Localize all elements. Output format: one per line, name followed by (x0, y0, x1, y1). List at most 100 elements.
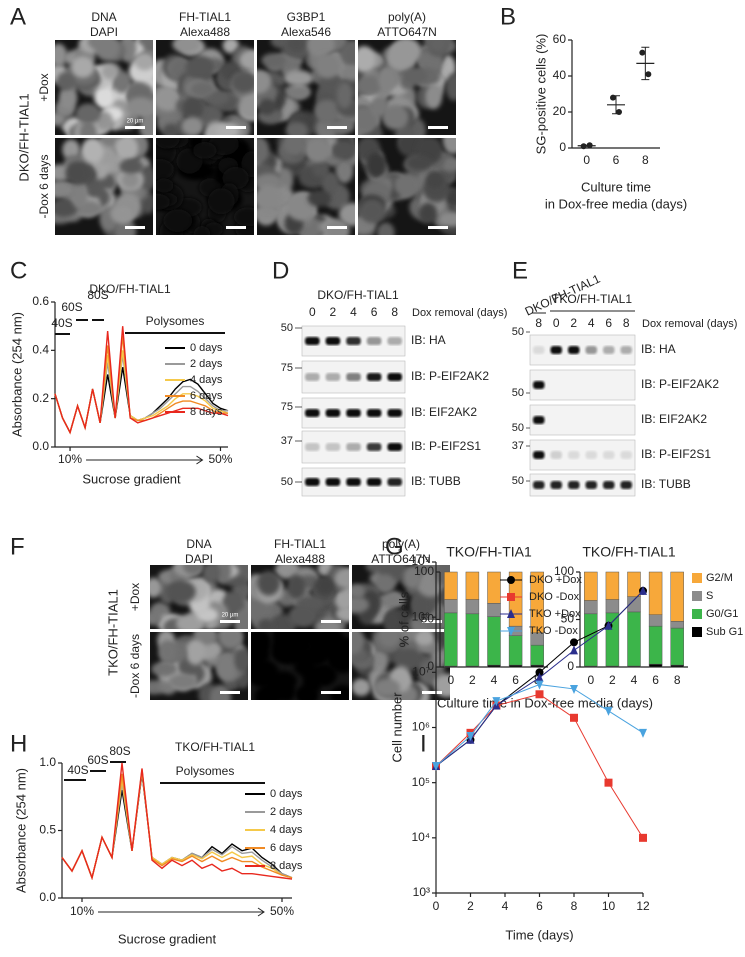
point (639, 585, 647, 595)
legend-marker (507, 576, 515, 584)
scale-bar-label: 20 µm (127, 119, 144, 125)
column-label: Alexa488 (275, 552, 325, 566)
cell (257, 185, 283, 212)
cell (283, 70, 314, 87)
scale-bar (220, 691, 240, 694)
cell (415, 632, 435, 646)
legend-label: Sub G1 (706, 626, 743, 638)
legend-label: 2 days (270, 806, 303, 818)
blot-label: IB: TUBB (641, 477, 691, 491)
bar-segment (584, 571, 598, 601)
column-label: DNA (91, 10, 116, 24)
blot-title: DKO/FH-TIAL1 (317, 288, 399, 302)
blot-band (305, 443, 320, 451)
cell (222, 40, 240, 54)
micrograph (251, 565, 349, 629)
cell (101, 64, 119, 80)
series-line (435, 693, 644, 839)
cell (231, 71, 254, 93)
cell (400, 67, 428, 85)
lane-label: 2 (570, 316, 577, 330)
cell (393, 647, 423, 671)
cell (158, 640, 177, 664)
blot-label: IB: HA (411, 333, 446, 347)
scale-bar (321, 691, 341, 694)
cell (215, 123, 239, 135)
point (639, 728, 647, 738)
blot-band (568, 346, 580, 354)
cell (371, 649, 389, 674)
blot-label: IB: EIF2AK2 (411, 405, 477, 419)
x-tick-label: 4 (631, 673, 638, 687)
y-tick-label: 0 (567, 659, 574, 673)
cell (336, 637, 349, 664)
cell (373, 678, 401, 697)
bar-segment (465, 571, 480, 600)
marker-label: 37 (512, 440, 524, 452)
blot-band (366, 409, 382, 417)
cell (258, 98, 276, 115)
point (535, 690, 544, 699)
scale-bar (422, 691, 442, 694)
cell (313, 99, 341, 125)
legend-marker (507, 593, 515, 601)
series-line (61, 762, 293, 881)
marker-label: 50 (281, 322, 293, 334)
cell (176, 614, 204, 629)
cell (358, 76, 384, 94)
bar-segment (530, 644, 544, 666)
blot-strip (529, 369, 636, 401)
cell (307, 189, 332, 207)
cell (381, 104, 409, 130)
cell (55, 111, 66, 127)
panel-letter: H (10, 730, 27, 757)
scale-bar (327, 126, 347, 129)
row-label: +Dox (128, 583, 142, 611)
column-label: G3BP1 (287, 10, 326, 24)
bar-segment (487, 616, 501, 666)
blot-strip (529, 439, 636, 471)
y-tick-label: 50 (561, 612, 575, 626)
x-axis-label: Culture time in Dox-free media (days) (437, 695, 653, 710)
blot-strip (529, 404, 636, 436)
cell (376, 222, 395, 235)
cell (359, 198, 385, 224)
cell (126, 97, 153, 117)
column-label: ATTO647N (371, 552, 431, 566)
legend-label: 8 days (270, 860, 303, 872)
cell (239, 49, 254, 70)
y-tick-label: 0 (559, 140, 566, 154)
group-label: TKO/FH-TIAL1 (552, 292, 632, 306)
legend-label: 6 days (190, 390, 223, 402)
scale-bar (428, 226, 448, 229)
cell (312, 161, 330, 178)
cell (442, 138, 456, 155)
x-tick-label: 8 (674, 673, 681, 687)
cell (377, 592, 407, 608)
cell (237, 94, 254, 120)
legend-label: G0/G1 (706, 608, 738, 620)
micrograph: 20 µm (55, 40, 153, 135)
y-tick-label: 0.4 (32, 343, 49, 357)
x-tick-label: 0 (587, 673, 594, 687)
blot-band (550, 481, 562, 489)
point (535, 672, 544, 682)
blot-band (533, 481, 545, 489)
micrograph (358, 40, 456, 135)
cell-line-label: TKO/FH-TIAL1 (105, 589, 120, 676)
cell (55, 180, 75, 199)
cell (352, 632, 365, 655)
cell (341, 65, 355, 82)
point (639, 49, 646, 56)
cell (202, 565, 221, 583)
x-tick-label: 4 (502, 899, 509, 913)
x-axis-label: Time (days) (505, 927, 573, 942)
cell (65, 161, 89, 185)
scale-bar (422, 620, 442, 623)
legend-swatch (692, 573, 702, 583)
bar-segment (627, 611, 641, 667)
x-tick-label: 12 (636, 899, 650, 913)
point (466, 732, 475, 742)
bar-segment (605, 571, 620, 600)
